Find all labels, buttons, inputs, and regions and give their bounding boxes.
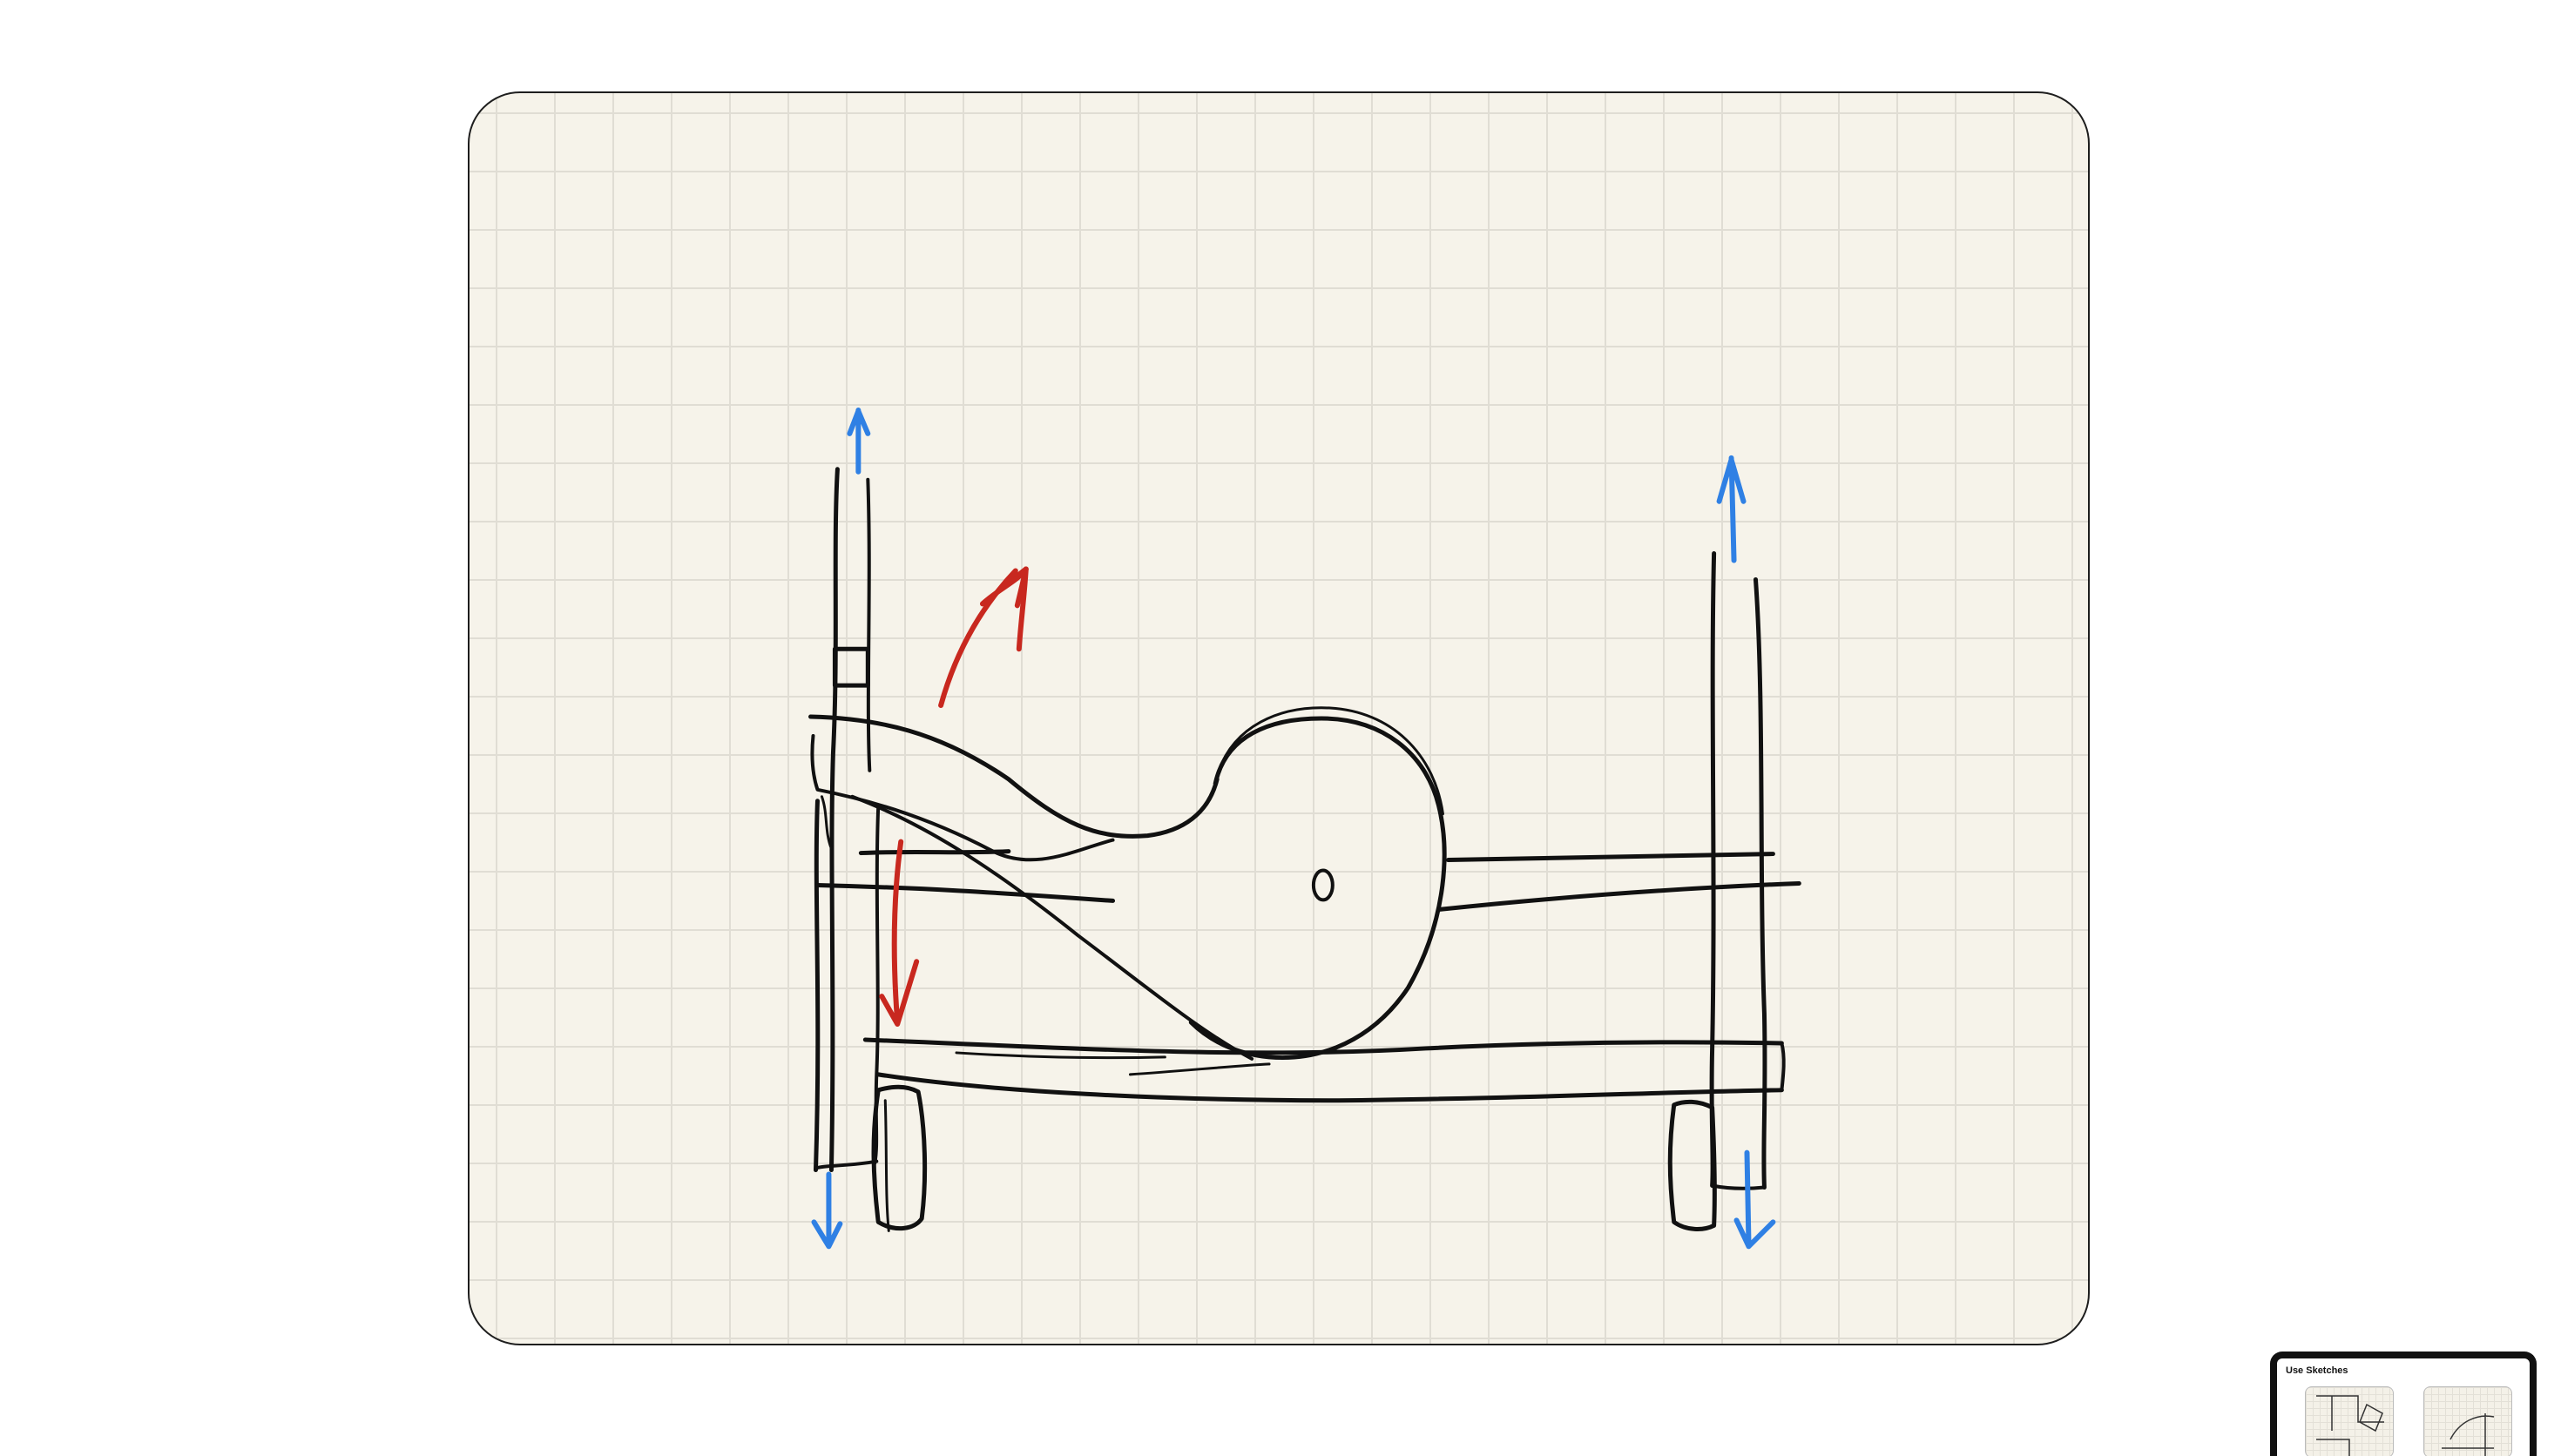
preview-title: Use Sketches [2286, 1365, 2348, 1376]
bed-rails [814, 849, 1801, 1103]
red-tilt-arrows [879, 566, 1029, 1028]
preview-sketch-2[interactable] [2423, 1386, 2512, 1456]
bed-wheels [871, 1084, 1717, 1232]
sketch-canvas[interactable] [468, 91, 2090, 1345]
preview-sketch-1[interactable] [2305, 1386, 2394, 1456]
floorplan-sketch-icon [2316, 1395, 2384, 1456]
headboard-posts [813, 467, 881, 1173]
mattress-head-section [808, 714, 1254, 1061]
blue-height-arrows [811, 407, 1776, 1250]
sketch-preview-thumbnail[interactable]: Use Sketches [2270, 1352, 2537, 1456]
patient-figure [1188, 706, 1447, 1061]
bed-sketch-icon [2442, 1413, 2495, 1456]
bed-sketch-drawing [808, 407, 1801, 1250]
